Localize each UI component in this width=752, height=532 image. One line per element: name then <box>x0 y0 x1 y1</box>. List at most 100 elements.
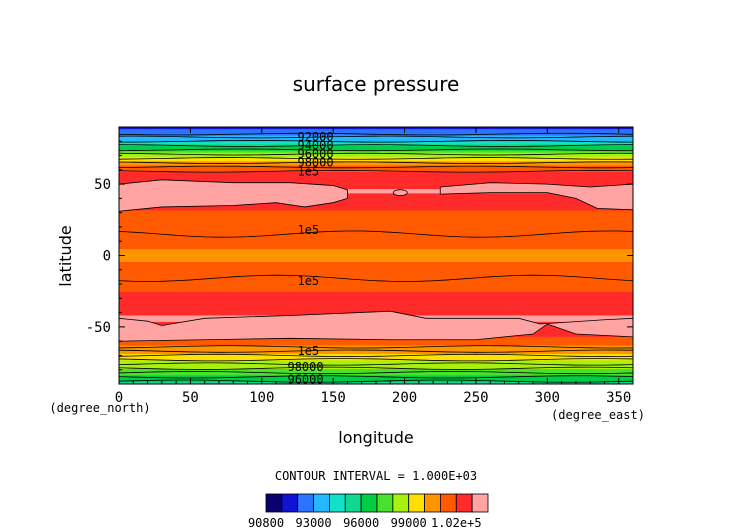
pressure-band <box>119 127 633 130</box>
colorbar-swatch <box>376 493 394 513</box>
contour-lines <box>119 132 633 383</box>
pressure-band <box>119 304 633 308</box>
pressure-band <box>119 169 633 173</box>
contour-label: 96000 <box>287 373 323 387</box>
contour-line <box>119 140 633 143</box>
pressure-band <box>119 360 633 364</box>
x-axis-ticks: 0 50 100 150 200 250 300 350 <box>115 127 631 406</box>
colorbar-tick-label: 1.02e+5 <box>431 516 482 530</box>
pressure-band <box>119 347 633 351</box>
pressure-band <box>119 189 633 192</box>
contour-line <box>119 274 633 282</box>
colorbar-swatch <box>313 493 330 513</box>
high-pressure-region <box>392 189 408 197</box>
pressure-band <box>119 306 633 310</box>
pressure-band <box>119 257 633 261</box>
contour-line <box>119 165 633 169</box>
pressure-band <box>119 148 633 152</box>
pressure-band <box>119 266 633 269</box>
contour-line <box>119 353 633 357</box>
pressure-band <box>119 165 633 169</box>
pressure-band <box>119 296 633 299</box>
colorbar-swatch <box>265 493 283 513</box>
pressure-band <box>119 253 633 257</box>
contour-line <box>119 161 633 164</box>
pressure-band <box>119 161 633 165</box>
colorbar-swatch <box>471 493 489 513</box>
pressure-band <box>119 135 633 139</box>
pressure-band <box>119 234 633 237</box>
pressure-band <box>119 298 633 302</box>
x-tick-label: 100 <box>249 390 274 406</box>
contour-label: 98000 <box>297 156 333 170</box>
pressure-band <box>119 294 633 297</box>
pressure-band <box>119 249 633 252</box>
contour-line <box>119 349 633 353</box>
pressure-band <box>119 349 633 353</box>
pressure-band <box>119 174 633 177</box>
pressure-band <box>119 231 633 235</box>
pressure-band <box>119 274 633 278</box>
pressure-band <box>119 377 633 381</box>
contour-line <box>119 345 633 349</box>
colorbar <box>265 493 489 513</box>
pressure-band <box>119 176 633 179</box>
high-pressure-region <box>439 182 633 211</box>
pressure-band <box>119 199 633 203</box>
contour-label: 94000 <box>297 139 333 153</box>
pressure-band <box>119 242 633 246</box>
pressure-band <box>119 171 633 175</box>
high-pressure-region <box>119 310 633 342</box>
pressure-band <box>119 214 633 218</box>
pressure-band <box>119 244 633 248</box>
pressure-band <box>119 255 633 259</box>
chart-title: surface pressure <box>293 72 460 96</box>
pressure-band <box>119 193 633 197</box>
pressure-band <box>119 354 633 357</box>
pressure-band <box>119 261 633 265</box>
colorbar-tick-label: 99000 <box>391 516 427 530</box>
contour-line <box>119 230 633 238</box>
pressure-band <box>119 141 633 145</box>
contour-line <box>119 362 633 366</box>
x-axis-label: longitude <box>338 428 413 447</box>
pressure-band <box>119 264 633 267</box>
x-tick-label: 150 <box>321 390 346 406</box>
pressure-band <box>119 270 633 274</box>
pressure-band <box>119 341 633 344</box>
pressure-band <box>119 289 633 293</box>
pressure-band <box>119 131 633 135</box>
colorbar-swatch <box>360 493 378 513</box>
y-tick-label: 50 <box>94 177 111 193</box>
pressure-band <box>119 345 633 349</box>
pressure-band <box>119 180 633 184</box>
pressure-band <box>119 182 633 186</box>
contour-line <box>119 144 633 147</box>
pressure-band <box>119 366 633 370</box>
colorbar-swatch <box>297 493 314 513</box>
pressure-band <box>119 152 633 156</box>
pressure-band <box>119 238 633 242</box>
colorbar-tick-label: 90800 <box>248 516 284 530</box>
pressure-band <box>119 272 633 276</box>
pressure-band <box>119 371 633 374</box>
colorbar-swatch <box>344 493 362 513</box>
pressure-band <box>119 216 633 220</box>
pressure-band <box>119 251 633 254</box>
pressure-band <box>119 144 633 147</box>
pressure-band <box>119 186 633 190</box>
contour-line <box>119 366 633 370</box>
pressure-band <box>119 163 633 167</box>
x-tick-label: 50 <box>182 390 199 406</box>
pressure-band <box>119 309 633 312</box>
x-tick-label: 350 <box>606 390 631 406</box>
pressure-band <box>119 358 633 362</box>
contour-line <box>119 375 633 379</box>
pressure-band <box>119 225 633 229</box>
pressure-band <box>119 167 633 171</box>
pressure-band <box>119 369 633 372</box>
contour-line <box>119 148 633 152</box>
colorbar-swatch <box>424 493 441 513</box>
colorbar-swatch <box>440 493 457 513</box>
pressure-band <box>119 159 633 162</box>
